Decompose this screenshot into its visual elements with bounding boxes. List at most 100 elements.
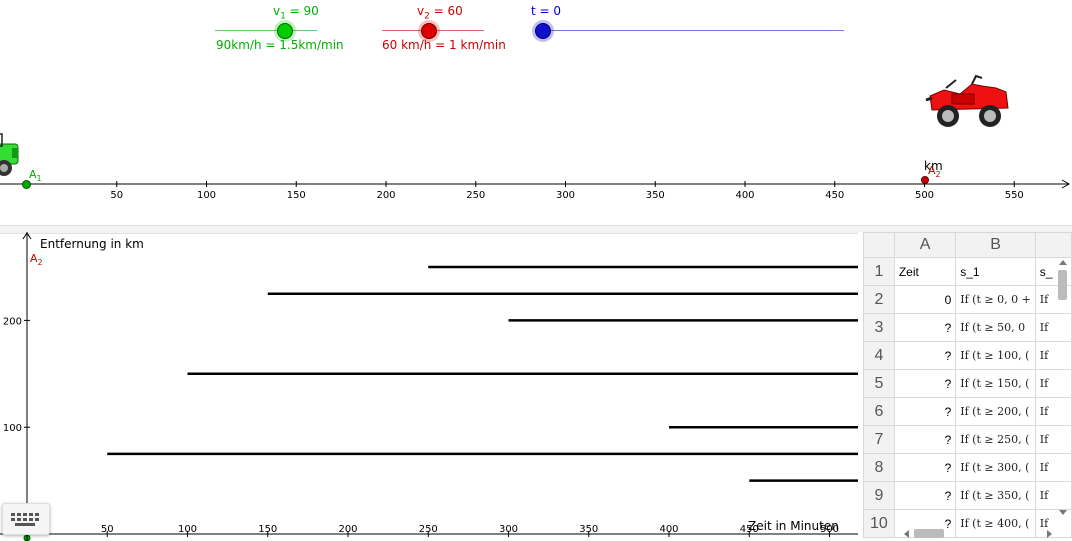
cell-b[interactable]: If (t ≥ 350, ( [955,481,1036,510]
x-tick-label: 350 [579,524,598,535]
y-axis-label: Entfernung in km [40,237,144,251]
slider-v2-caption: 60 km/h = 1 km/min [382,38,506,52]
scroll-left-arrow[interactable] [904,530,909,538]
row-header[interactable]: 5 [863,369,895,398]
keyboard-icon [11,513,39,526]
number-line-tick-label: 350 [646,190,665,201]
column-header-a[interactable]: A [893,232,957,258]
top-graphics-view[interactable]: v1 = 90 90km/h = 1.5km/min v2 = 60 60 km… [0,0,1072,225]
graph-view[interactable]: 5010015020025030035040045050010020030040… [0,232,858,541]
slider-t-track[interactable] [542,30,844,31]
row-header[interactable]: 8 [863,453,895,482]
cell-c[interactable]: If [1034,341,1072,370]
slider-t-handle[interactable] [535,23,551,39]
slider-v1-caption: 90km/h = 1.5km/min [216,38,344,52]
distance-time-chart: 5010015020025030035040045050010020030040… [0,232,858,541]
cell-c[interactable]: If [1034,481,1072,510]
spreadsheet-row: 9? If (t ≥ 350, (If [863,481,1072,510]
slider-t-label: t = 0 [531,4,562,18]
cell-b[interactable]: s_1 [955,257,1036,286]
slider-v1-handle[interactable] [277,23,293,39]
column-header-c[interactable] [1034,232,1072,258]
row-header[interactable]: 4 [863,341,895,370]
number-line-tick-label: 100 [197,190,216,201]
cell-a[interactable]: ? [893,313,957,342]
number-line-tick-label: 300 [556,190,575,201]
slider-v1-track[interactable] [215,30,317,31]
x-tick-label: 300 [499,524,518,535]
spreadsheet-row: 5? If (t ≥ 150, (If [863,369,1072,398]
cell-a[interactable]: ? [893,453,957,482]
cell-b[interactable]: If (t ≥ 400, ( [955,509,1036,538]
cell-a[interactable]: ? [893,481,957,510]
cell-b[interactable]: If (t ≥ 50, 0 [955,313,1036,342]
x-tick-label: 100 [178,524,197,535]
row-header[interactable]: 1 [863,257,895,286]
cell-b[interactable]: If (t ≥ 100, ( [955,341,1036,370]
row-header[interactable]: 7 [863,425,895,454]
cell-a[interactable]: ? [893,397,957,426]
scroll-down-arrow[interactable] [1059,510,1067,515]
cell-b[interactable]: If (t ≥ 250, ( [955,425,1036,454]
view-divider[interactable] [0,225,1072,234]
spreadsheet-row: 7? If (t ≥ 250, (If [863,425,1072,454]
cell-b[interactable]: If (t ≥ 300, ( [955,453,1036,482]
vertical-scroll-thumb[interactable] [1058,270,1067,300]
number-line-tick-label: 250 [466,190,485,201]
y-axis-arrow [22,232,32,240]
vertical-scrollbar[interactable] [1058,260,1068,520]
scroll-right-arrow[interactable] [1047,530,1052,538]
scroll-up-arrow[interactable] [1059,260,1067,265]
x-tick-label: 200 [338,524,357,535]
x-tick-label: 450 [740,524,759,535]
spreadsheet-row: 1 Zeit s_1 s_ [863,257,1072,286]
keyboard-button[interactable] [2,503,50,535]
number-line-tick-label: 450 [825,190,844,201]
corner-cell[interactable] [863,232,895,258]
cell-b[interactable]: If (t ≥ 0, 0 + [955,285,1036,314]
x-tick-label: 150 [258,524,277,535]
x-tick-label: 50 [101,524,114,535]
spreadsheet-view[interactable]: A B 1 Zeit s_1 s_ 2 0 If (t ≥ 0, 0 + If 3? If (t … [858,232,1072,541]
red-car-image [925,74,1009,127]
row-header[interactable]: 9 [863,481,895,510]
number-line-tick-label: 500 [915,190,934,201]
number-line-tick-label: 550 [1005,190,1024,201]
point-a2-label: A2 [928,164,941,180]
row-header[interactable]: 6 [863,397,895,426]
point-a1[interactable] [22,180,31,189]
horizontal-scrollbar[interactable] [904,529,1054,539]
number-line-tick-label: 400 [735,190,754,201]
number-line-unit: km [924,159,943,173]
row-header[interactable]: 3 [863,313,895,342]
cell-b[interactable]: If (t ≥ 200, ( [955,397,1036,426]
cell-a[interactable]: Zeit [893,257,957,286]
graph-point-a2-label: A2 [30,252,43,268]
row-header[interactable]: 2 [863,285,895,314]
cell-a[interactable]: ? [893,369,957,398]
horizontal-scroll-thumb[interactable] [914,529,944,538]
slider-v2-handle[interactable] [421,23,437,39]
number-line-tick-label: 200 [376,190,395,201]
x-tick-label: 400 [659,524,678,535]
cell-a[interactable]: ? [893,341,957,370]
spreadsheet-row: 8? If (t ≥ 300, (If [863,453,1072,482]
cell-a[interactable]: 0 [893,285,957,314]
green-car-image [0,133,19,176]
column-header-b[interactable]: B [955,232,1036,258]
cell-a[interactable]: ? [893,425,957,454]
x-tick-label: 250 [419,524,438,535]
slider-v2-label: v2 = 60 [417,4,463,22]
spreadsheet-row: 6? If (t ≥ 200, (If [863,397,1072,426]
spreadsheet-row: 2 0 If (t ≥ 0, 0 + If [863,285,1072,314]
point-a2[interactable] [921,176,929,184]
slider-v1-label: v1 = 90 [273,4,319,22]
cell-b[interactable]: If (t ≥ 150, ( [955,369,1036,398]
y-tick-label: 200 [3,316,22,327]
spreadsheet-table[interactable]: A B 1 Zeit s_1 s_ 2 0 If (t ≥ 0, 0 + If 3? If (t … [863,232,1072,538]
number-line-tick-label: 50 [110,190,123,201]
x-tick-label: 500 [820,524,839,535]
y-tick-label: 100 [3,423,22,434]
x-axis-label: Zeit in Minuten [748,519,839,533]
row-header[interactable]: 10 [863,509,895,538]
